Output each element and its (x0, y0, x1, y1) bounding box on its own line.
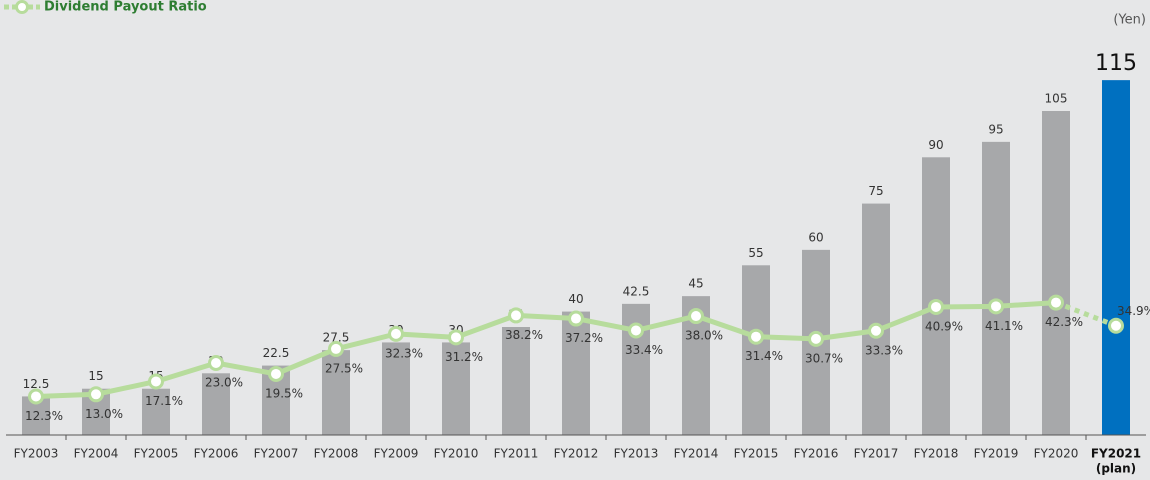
bar (1102, 80, 1130, 436)
x-tick-label: FY2005 (134, 447, 179, 461)
x-tick-label: FY2011 (494, 447, 539, 461)
x-tick-label: FY2007 (254, 447, 299, 461)
ratio-value-label: 38.0% (685, 329, 723, 343)
bar-value-label: 55 (748, 246, 763, 260)
bar-value-label: 105 (1045, 92, 1068, 106)
x-tick-label: FY2012 (554, 447, 599, 461)
ratio-value-label: 13.0% (85, 407, 123, 421)
bar (382, 342, 410, 435)
bar (742, 265, 770, 435)
ratio-value-label: 33.3% (865, 343, 903, 357)
ratio-marker (808, 330, 824, 347)
x-tick-label: FY2018 (914, 447, 959, 461)
ratio-marker (1108, 317, 1124, 334)
x-tick-label: FY2014 (674, 447, 719, 461)
x-tick-label: FY2021 (1091, 447, 1141, 461)
ratio-value-label: 31.2% (445, 350, 483, 364)
ratio-marker (1048, 294, 1064, 311)
ratio-marker (988, 298, 1004, 315)
x-tick-label: FY2013 (614, 447, 659, 461)
ratio-value-label: 38.2% (505, 328, 543, 342)
bar-value-label: 27.5 (323, 331, 350, 345)
bar (142, 388, 170, 435)
x-tick-label: FY2010 (434, 447, 479, 461)
bar (442, 342, 470, 435)
ratio-value-label: 23.0% (205, 376, 243, 390)
bar-value-label: 90 (928, 138, 943, 152)
bar (562, 311, 590, 435)
unit-label: (Yen) (1113, 13, 1146, 28)
bar (202, 373, 230, 435)
ratio-marker (388, 325, 404, 342)
ratio-value-label: 37.2% (565, 331, 603, 345)
bar-value-label: 45 (688, 277, 703, 291)
ratio-marker (748, 328, 764, 345)
ratio-value-label: 32.3% (385, 346, 423, 360)
ratio-marker (328, 340, 344, 357)
bar (322, 350, 350, 435)
ratio-marker (508, 307, 524, 324)
ratio-marker (208, 355, 224, 371)
ratio-value-label: 31.4% (745, 349, 783, 363)
ratio-line-plan (1055, 300, 1117, 329)
ratio-value-label: 17.1% (145, 394, 183, 408)
x-tick-label: FY2020 (1034, 447, 1079, 461)
legend-marker (15, 0, 29, 14)
ratio-marker (868, 322, 884, 339)
ratio-marker (448, 329, 464, 346)
bar (502, 327, 530, 435)
x-tick-label: FY2019 (974, 447, 1019, 461)
x-tick-label: FY2016 (794, 447, 839, 461)
bar (922, 157, 950, 436)
ratio-value-label: 30.7% (805, 351, 843, 365)
ratio-marker (688, 308, 704, 325)
bar-value-label: 40 (568, 292, 583, 306)
bar-value-label: 115 (1095, 51, 1137, 76)
bar (1042, 111, 1070, 435)
bar-value-label: 12.5 (23, 377, 50, 391)
x-tick-label: FY2017 (854, 447, 899, 461)
ratio-marker (148, 373, 164, 390)
legend: Dividend Payout Ratio (4, 0, 207, 15)
bar-value-label: 95 (988, 122, 1003, 136)
ratio-value-label: 27.5% (325, 361, 363, 375)
bar (982, 141, 1010, 435)
x-tick-label: FY2008 (314, 447, 359, 461)
category-note: (plan) (1096, 462, 1136, 476)
ratio-value-label: 40.9% (925, 319, 963, 333)
legend-label: Dividend Payout Ratio (44, 0, 207, 15)
ratio-marker (268, 365, 284, 382)
x-tick-label: FY2004 (74, 447, 119, 461)
ratio-marker (928, 298, 944, 315)
ratio-value-label: 42.3% (1045, 315, 1083, 329)
bar-value-label: 60 (808, 230, 823, 244)
bar-value-label: 42.5 (623, 284, 650, 298)
bar (862, 203, 890, 435)
ratio-value-label: 33.4% (625, 343, 663, 357)
ratio-value-label: 41.1% (985, 319, 1023, 333)
bar-value-label: 22.5 (263, 346, 290, 360)
x-tick-label: FY2003 (14, 447, 59, 461)
ratio-value-label: 19.5% (265, 386, 303, 400)
ratio-marker (88, 386, 104, 403)
x-tick-label: FY2009 (374, 447, 419, 461)
x-tick-label: FY2015 (734, 447, 779, 461)
ratio-line (35, 300, 1057, 399)
ratio-marker (628, 322, 644, 339)
bar-value-label: 75 (868, 184, 883, 198)
x-tick-label: FY2006 (194, 447, 239, 461)
ratio-value-label: 12.3% (25, 409, 63, 423)
ratio-value-label: 34.9% (1117, 304, 1150, 318)
ratio-marker (28, 388, 44, 405)
ratio-marker (568, 310, 584, 327)
bar-value-label: 15 (88, 369, 103, 383)
